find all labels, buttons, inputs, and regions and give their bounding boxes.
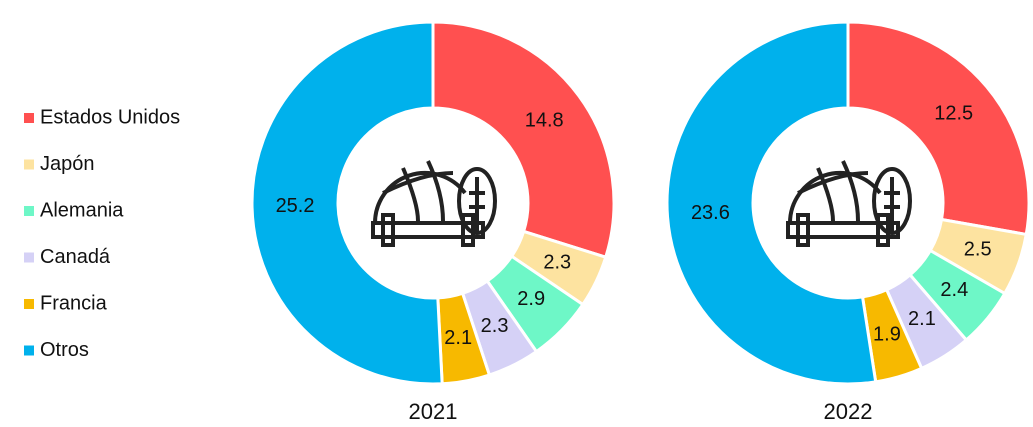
legend-swatch	[24, 299, 34, 309]
data-label: 2.1	[908, 308, 936, 330]
data-label: 23.6	[691, 202, 730, 224]
icon-seam	[469, 177, 485, 231]
data-label: 2.5	[964, 238, 992, 260]
icon-dome	[373, 171, 467, 224]
data-label: 2.3	[481, 315, 509, 337]
icon-weight-r	[876, 213, 890, 247]
legend-swatch	[24, 206, 34, 216]
donut-slice	[250, 20, 444, 386]
icon-ball	[457, 167, 497, 235]
legend-label: Japón	[40, 153, 95, 175]
icon-weight-r	[461, 213, 475, 247]
icon-ball	[872, 167, 912, 235]
icon-mesh	[797, 160, 869, 222]
legend-label: Alemania	[40, 199, 124, 221]
data-label: 2.4	[940, 279, 968, 301]
data-label: 14.8	[525, 110, 564, 132]
icon-seam	[884, 177, 900, 231]
data-label: 2.3	[543, 251, 571, 273]
legend-swatch	[24, 159, 34, 170]
center-icon	[371, 160, 497, 247]
icon-weight-l	[381, 213, 395, 247]
donut-slice	[846, 20, 1031, 237]
legend-swatch	[24, 252, 34, 263]
icon-dome	[788, 171, 882, 224]
chart-title: 2021	[409, 399, 458, 424]
icon-mesh	[382, 160, 454, 222]
icon-weight-l	[796, 213, 810, 247]
data-label: 12.5	[934, 103, 973, 125]
data-label: 2.1	[444, 327, 472, 349]
donut-slice	[431, 20, 616, 260]
legend-label: Estados Unidos	[40, 106, 180, 128]
legend-label: Canadá	[40, 246, 111, 268]
donut-slice	[665, 20, 878, 386]
legend-label: Francia	[40, 292, 108, 314]
center-icon	[786, 160, 912, 247]
data-label: 25.2	[276, 195, 315, 217]
legend-label: Otros	[40, 339, 89, 361]
data-label: 2.9	[517, 288, 545, 310]
legend-swatch	[24, 113, 34, 123]
chart-title: 2022	[824, 399, 873, 424]
data-label: 1.9	[873, 324, 901, 346]
legend-swatch	[24, 345, 34, 356]
